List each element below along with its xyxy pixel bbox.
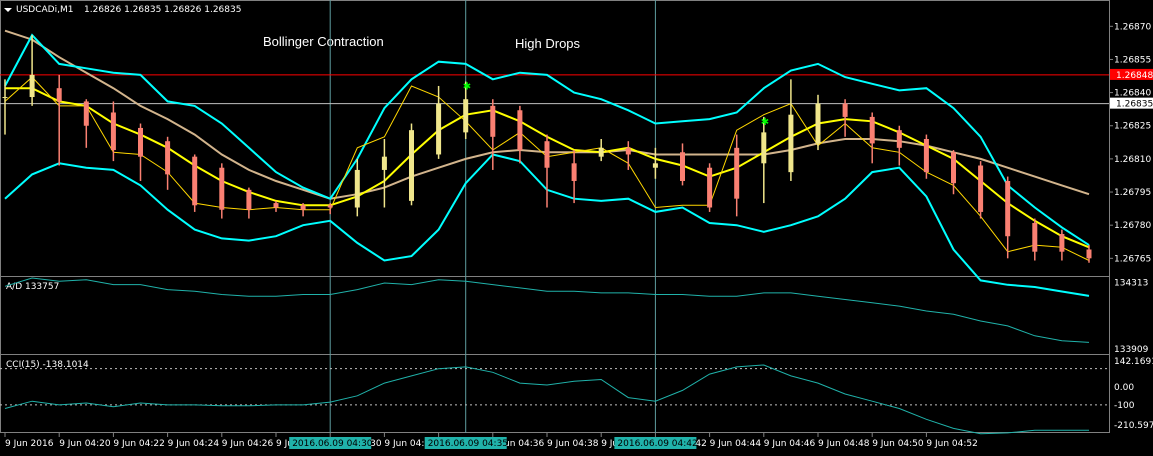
candle-body	[1032, 222, 1038, 252]
candle-body	[951, 152, 956, 184]
pane-borders	[0, 0, 1110, 433]
candle-body	[409, 130, 414, 201]
x-tick-label: 9 Jun 2016	[5, 439, 54, 449]
y-tick-label: 1.26795	[1114, 188, 1151, 198]
candle-body	[219, 167, 225, 210]
ad-chart-layer	[4, 277, 1090, 343]
candle-body	[680, 152, 685, 181]
triangle-down-icon[interactable]	[4, 8, 12, 12]
time-marker-label: 2016.06.09 04:35	[428, 439, 508, 449]
y-tick-label: 1.26840	[1114, 89, 1151, 99]
y-tick-label: 1.26855	[1114, 55, 1151, 65]
candle-body	[327, 205, 333, 208]
annotation-bollinger-contraction: Bollinger Contraction	[263, 34, 384, 49]
candle-body	[1005, 180, 1011, 237]
ohlc-values: 1.26826 1.26835 1.26826 1.26835	[84, 5, 241, 15]
x-tick-label: 9 Jun 04:48	[818, 439, 870, 449]
candle-body	[598, 147, 604, 157]
cci-indicator-line	[4, 364, 1089, 435]
x-tick-label: 9 Jun 04:26	[222, 439, 274, 449]
time-marker-label-box	[614, 437, 697, 449]
candle-body	[544, 141, 550, 168]
cci-indicator-label: CCI(15) -138.1014	[6, 360, 89, 370]
candle-body	[788, 114, 794, 173]
x-tick-label: 9 Jun 04:38	[547, 439, 599, 449]
x-tick-label: 9 Jun 04:46	[764, 439, 816, 449]
candle-body	[869, 116, 875, 144]
cci-pane-border	[0, 354, 1110, 433]
candle-body	[354, 169, 360, 208]
x-tick-label: 9 Jun 04:44	[710, 439, 762, 449]
time-marker-label: 2016.06.09 04:42	[617, 439, 697, 449]
candle-body	[571, 163, 577, 181]
candle-body	[517, 110, 523, 151]
x-tick-label: 9 Jun 04:36	[493, 439, 545, 449]
candle-body	[273, 203, 279, 208]
candle-body	[734, 147, 740, 199]
candle-body	[761, 132, 767, 164]
candle-body	[436, 103, 442, 155]
candle-body	[463, 99, 469, 133]
x-tick-label: 9 Jun 04:32	[384, 439, 435, 449]
candle-body	[300, 205, 306, 210]
y-tick-label: 1.26810	[1114, 155, 1151, 165]
candle-body	[138, 127, 143, 157]
cci-y-tick-label: -210.597	[1114, 421, 1153, 431]
cci-y-tick-label: 142.1691	[1114, 357, 1153, 367]
candle-body	[165, 141, 171, 175]
cci-chart-layer	[0, 364, 1109, 435]
x-tick-label: 9 Jun 04:52	[926, 439, 977, 449]
ad-pane-border	[0, 276, 1110, 355]
x-tick-label: 9 Jun 04:22	[113, 439, 164, 449]
ad-indicator-line	[4, 277, 1090, 343]
ad-y-tick-label: 133909	[1114, 345, 1149, 355]
axes-layer: 1.26870 1.26855 1.26840 1.26825 1.26810 1.267…	[4, 22, 1153, 449]
candle-body	[2, 97, 8, 99]
candle-body	[842, 103, 848, 117]
candle-body	[1086, 249, 1092, 259]
ad-indicator-label: A/D 133757	[6, 282, 59, 292]
y-tick-label: 1.26870	[1114, 22, 1151, 32]
candle-body	[381, 156, 387, 170]
time-marker-label-box	[289, 437, 372, 449]
candle-body	[246, 189, 252, 210]
candle-body	[652, 163, 658, 168]
candle-body	[1059, 234, 1065, 252]
x-tick-label: 9 Jun 04:24	[168, 439, 220, 449]
annotation-high-drops: High Drops	[515, 36, 581, 51]
candle-body	[192, 156, 198, 206]
x-tick-label: 9 Jun 04:20	[59, 439, 111, 449]
y-tick-label: 1.26765	[1114, 254, 1151, 264]
symbol-timeframe: USDCADi,M1	[16, 5, 73, 15]
time-marker-label-box	[424, 437, 507, 449]
candle-body	[56, 88, 62, 102]
time-marker-label: 2016.06.09 04:30	[292, 439, 373, 449]
candle-body	[707, 167, 713, 208]
red-level-label-box	[1110, 68, 1153, 80]
bid-price-label-box	[1110, 97, 1153, 109]
y-tick-label: 1.26825	[1114, 122, 1151, 132]
main-chart-layer: ✱✱	[0, 0, 1109, 433]
bollinger-upper-band	[4, 33, 1090, 246]
candle-body	[29, 74, 35, 98]
candle-body	[896, 130, 902, 148]
cci-y-tick-label: -100	[1114, 401, 1135, 411]
cci-y-tick-label: 0.00	[1114, 383, 1134, 393]
bid-price-label: 1.26835	[1116, 100, 1153, 110]
x-tick-label: 9 Jun 04:50	[872, 439, 924, 449]
candle-body	[625, 147, 631, 155]
y-tick-label: 1.26780	[1114, 221, 1151, 231]
candle-body	[923, 139, 929, 173]
candle-body	[83, 101, 89, 126]
signal-marker: ✱	[463, 82, 471, 93]
candle-body	[815, 103, 821, 144]
red-level-label: 1.26848	[1116, 71, 1153, 81]
candle-body	[110, 112, 116, 151]
candle-body	[490, 105, 496, 137]
signal-marker: ✱	[761, 117, 769, 128]
ad-y-tick-label: 134313	[1114, 278, 1148, 288]
chart-header: USDCADi,M1 1.26826 1.26835 1.26826 1.268…	[4, 5, 241, 15]
candle-body	[978, 165, 984, 212]
